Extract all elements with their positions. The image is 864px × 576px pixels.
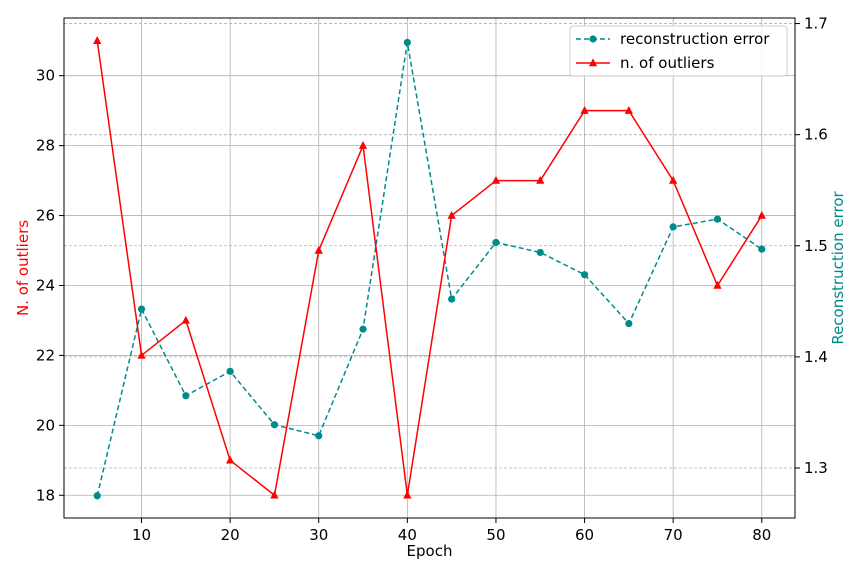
data-point-1 [181,315,190,324]
data-point-0 [758,245,766,253]
legend-entry-n-of-outliers: n. of outliers [576,54,715,72]
data-point-0 [270,421,279,429]
data-point-1 [757,210,766,219]
x-axis-title: Epoch [407,542,453,560]
y-right-tick-label: 1.6 [804,126,828,144]
x-tick-label: 20 [221,526,240,544]
data-point-1 [225,455,235,464]
series-layer [93,36,766,500]
y-left-tick-label: 18 [36,486,55,504]
grid [64,18,795,518]
data-point-1 [536,175,545,184]
data-point-1 [491,175,501,184]
legend-marker-reconstruction-error [589,35,597,43]
y-axis-left-title: N. of outliers [14,220,32,316]
y-left-tick-label: 20 [36,416,55,434]
data-point-0 [625,319,633,328]
x-axis: 10 20 30 40 50 60 70 80 [132,518,771,544]
legend-box [569,25,788,77]
data-point-0 [492,238,500,247]
x-tick-label: 40 [398,526,417,544]
data-point-1 [137,350,146,359]
data-point-1 [314,245,323,254]
data-point-1 [447,210,456,219]
legend-label-reconstruction-error: reconstruction error [620,30,770,48]
data-point-0 [315,432,323,440]
data-point-0 [137,305,146,313]
data-point-0 [536,248,544,257]
legend-label-n-of-outliers: n. of outliers [620,54,715,72]
legend: reconstruction error n. of outliers [569,25,788,77]
y-left-tick-label: 22 [36,346,55,364]
data-point-1 [93,36,102,44]
y-left-tick-label: 26 [36,207,55,225]
series-line-1 [96,40,763,497]
y-right-tick-label: 1.5 [804,237,828,255]
data-point-0 [580,271,589,279]
data-point-1 [403,490,412,499]
y-left-tick-label: 24 [36,276,55,294]
data-point-1 [669,175,678,184]
y-right-tick-label: 1.7 [804,15,828,33]
data-point-0 [448,295,456,303]
y-axis-right-title: Reconstruction error [829,190,847,344]
y-left-tick-label: 28 [36,137,55,155]
data-point-0 [669,223,677,231]
y-right-tick-label: 1.3 [804,459,828,477]
x-tick-label: 70 [664,526,683,544]
data-point-1 [270,490,279,499]
x-tick-label: 80 [752,526,771,544]
data-point-1 [358,141,368,149]
data-point-1 [624,106,634,114]
data-point-0 [713,215,722,223]
data-point-0 [93,492,101,500]
data-point-0 [226,367,234,375]
legend-marker-n-of-outliers [588,58,598,67]
x-tick-label: 50 [486,526,505,544]
y-left-tick-label: 30 [36,67,55,85]
y-right-tick-label: 1.4 [804,348,828,366]
data-point-1 [580,106,589,114]
y-axis-right: 1.3 1.4 1.5 1.6 1.7 [795,15,828,477]
y-axis-left: 18 20 22 24 26 28 30 [36,67,64,504]
data-point-1 [713,280,722,289]
plot-frame [63,17,796,519]
data-point-0 [182,392,190,400]
legend-entry-reconstruction-error: reconstruction error [576,30,770,48]
data-point-0 [359,325,367,333]
x-tick-label: 30 [309,526,328,544]
data-point-0 [403,38,411,47]
x-tick-label: 60 [575,526,594,544]
x-tick-label: 10 [132,526,151,544]
series-line-0 [96,42,763,496]
